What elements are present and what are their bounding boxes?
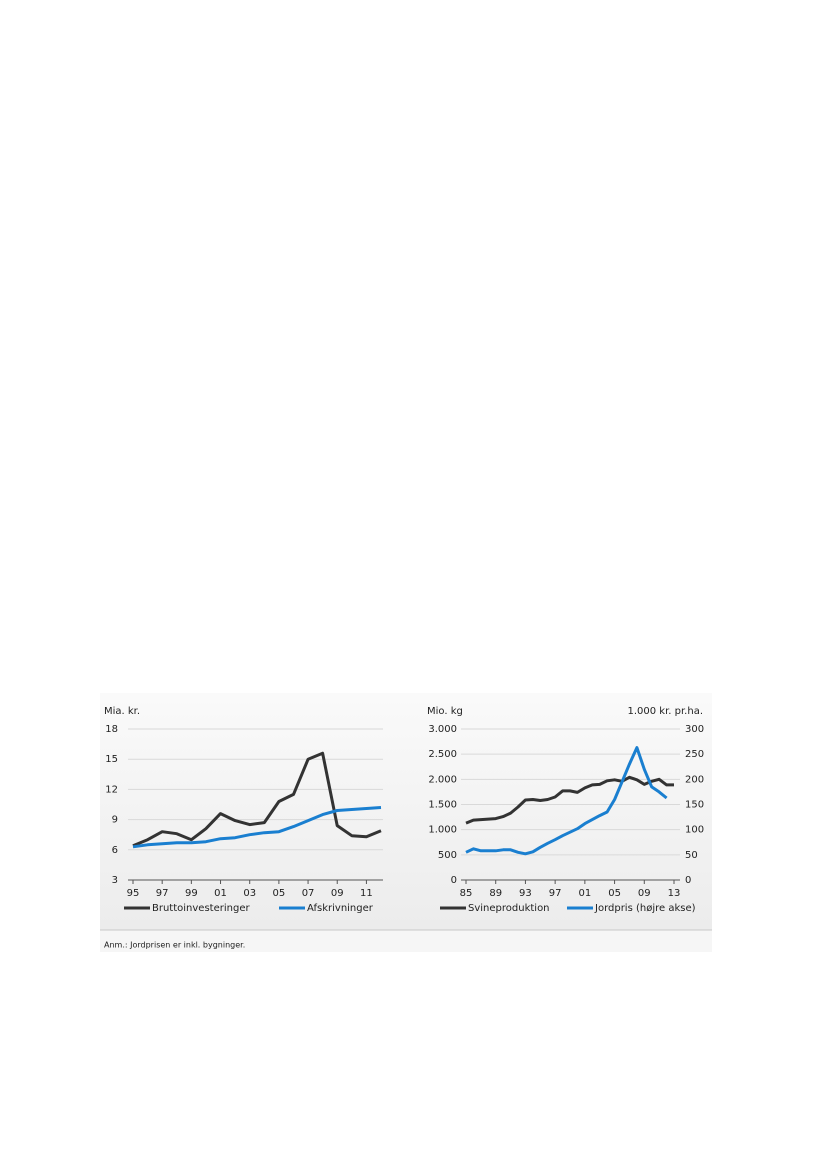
x-tick-label: 97 (549, 888, 562, 899)
y2-tick-label: 250 (685, 749, 704, 760)
y2-tick-label: 0 (685, 875, 691, 886)
y2-tick-label: 50 (685, 850, 698, 861)
note: Anm.: Jordprisen er inkl. bygninger. (104, 941, 245, 950)
legend-label: Bruttoinvesteringer (152, 903, 250, 914)
y2-tick-label: 300 (685, 724, 704, 735)
legend-label: Svineproduktion (468, 903, 550, 914)
legend-label: Afskrivninger (307, 903, 374, 914)
x-tick-label: 85 (460, 888, 473, 899)
legend-label: Jordpris (højre akse) (594, 903, 696, 914)
y-tick-label: 6 (112, 845, 118, 856)
x-tick-label: 13 (668, 888, 681, 899)
y-tick-label: 0 (451, 875, 457, 886)
x-tick-label: 01 (214, 888, 227, 899)
y-tick-label: 18 (105, 724, 118, 735)
x-tick-label: 97 (156, 888, 169, 899)
y-tick-label: 12 (105, 784, 118, 795)
data-line (465, 746, 668, 856)
note-panel (100, 930, 712, 952)
x-tick-label: 89 (489, 888, 502, 899)
y2-tick-label: 150 (685, 800, 704, 811)
data-line (132, 751, 382, 848)
x-tick-label: 07 (302, 888, 315, 899)
y-tick-label: 1.000 (428, 825, 457, 836)
x-tick-label: 05 (273, 888, 286, 899)
y-tick-label: 500 (438, 850, 457, 861)
y-axis-label: Mia. kr. (104, 706, 140, 717)
x-tick-label: 93 (519, 888, 532, 899)
y-tick-label: 9 (112, 815, 118, 826)
x-tick-label: 95 (127, 888, 140, 899)
y-tick-label: 3.000 (428, 724, 457, 735)
y2-tick-label: 100 (685, 825, 704, 836)
y-tick-label: 2.500 (428, 749, 457, 760)
data-line (465, 775, 674, 825)
y-tick-label: 3 (112, 875, 118, 886)
y-tick-label: 15 (105, 754, 118, 765)
y2-axis-label: 1.000 kr. pr.ha. (627, 706, 703, 717)
x-tick-label: 11 (360, 888, 373, 899)
y-tick-label: 2.000 (428, 774, 457, 785)
y2-tick-label: 200 (685, 774, 704, 785)
x-tick-label: 99 (185, 888, 198, 899)
chart-panel (100, 693, 712, 930)
x-tick-label: 09 (331, 888, 344, 899)
y-tick-label: 1.500 (428, 800, 457, 811)
data-line (132, 806, 382, 849)
y-axis-label: Mio. kg (427, 706, 463, 717)
x-tick-label: 09 (638, 888, 651, 899)
x-tick-label: 03 (243, 888, 256, 899)
x-tick-label: 05 (608, 888, 621, 899)
x-tick-label: 01 (578, 888, 591, 899)
